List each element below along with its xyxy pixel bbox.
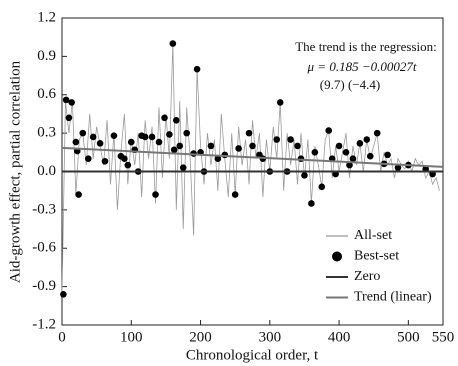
scatter-point [152,191,159,198]
scatter-point [366,152,374,160]
scatter-point [373,129,381,137]
scatter-point [155,138,163,146]
scatter-point [342,149,350,156]
annotation: The trend is the regression: [295,39,437,54]
scatter-point [384,151,391,159]
scatter-point [318,183,326,191]
legend-label: All-set [354,228,392,243]
y-tick-label: 1.2 [37,9,56,25]
scatter-point [101,157,109,165]
scatter-point [141,133,149,141]
scatter-point [62,96,70,104]
scatter-point [394,164,402,171]
annotation: (9.7) (−4.4) [320,77,380,92]
scatter-point [60,291,67,298]
scatter-point [356,140,364,147]
y-tick-label: -0.3 [32,201,56,217]
scatter-point [249,142,256,150]
scatter-point [207,142,215,150]
y-tick-label: 0.0 [37,163,56,179]
scatter-point [214,155,222,163]
scatter-point [363,136,371,143]
scatter-point [170,146,178,154]
scatter-point [235,145,242,152]
legend-label: Trend (linear) [354,290,432,305]
scatter-point [161,114,168,122]
scatter-point [65,114,73,122]
scatter-point [311,149,319,156]
scatter-point [85,155,92,163]
scatter-point [169,40,177,47]
y-tick-label: 0.9 [37,48,56,64]
x-tick-label: 100 [120,329,143,345]
x-tick-label: 0 [58,329,66,345]
scatter-point [231,191,239,198]
x-tick-label: 400 [328,329,351,345]
scatter-point [335,142,343,150]
scatter-point [294,142,301,150]
scatter-point [179,164,187,171]
scatter-point [148,133,156,141]
x-tick-label: 500 [397,329,420,345]
legend-label: Zero [354,269,380,284]
scatter-point [110,132,118,139]
scatter-point [89,133,97,141]
scatter-point [72,138,80,146]
scatter-point [75,191,82,198]
scatter-point [273,136,281,143]
legend-label: Best-set [354,249,399,264]
x-tick-label: 200 [189,329,212,345]
scatter-point [287,136,294,143]
x-tick-label: 550 [432,329,455,345]
scatter-point [349,155,357,163]
scatter-point [121,155,128,163]
y-tick-label: -0.6 [32,240,56,256]
scatter-point [346,161,353,169]
y-tick-label: -1.2 [32,316,56,332]
scatter-point [245,129,253,137]
scatter-point [193,65,201,73]
scatter-point [308,200,315,207]
scatter-point [124,161,132,169]
scatter-point [68,99,75,106]
scatter-point [276,99,284,106]
scatter-point [173,117,180,124]
y-tick-label: 0.6 [37,86,56,102]
scatter-point [166,131,173,138]
legend-marker [332,251,342,262]
scatter-point [127,138,135,146]
x-tick-label: 300 [259,329,282,345]
scatter-point [96,140,104,147]
scatter-point [301,172,308,179]
annotation: μ = 0.185 −0.00027t [307,59,417,74]
scatter-point [79,129,87,137]
y-tick-label: -0.9 [32,278,56,294]
scatter-point [176,142,184,150]
series-line [61,146,444,168]
y-axis-label: Aid-growth effect, partial correlation [7,60,23,283]
y-tick-label: 0.3 [37,125,56,141]
scatter-point [325,127,333,134]
x-axis-label: Chronological order, t [186,347,319,363]
scatter-point [183,129,190,137]
